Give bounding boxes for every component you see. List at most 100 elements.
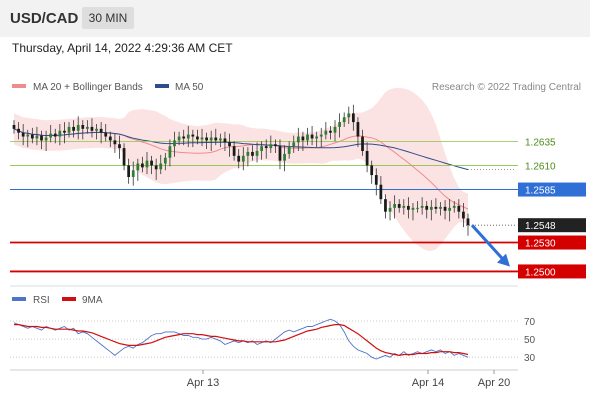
level-label-1.2530: 1.2530 (525, 239, 556, 250)
candle (186, 134, 190, 139)
candle (333, 126, 337, 133)
candle (228, 142, 231, 147)
candle (127, 165, 131, 178)
candle (255, 150, 259, 156)
candle (145, 160, 149, 168)
candle (264, 146, 268, 149)
candle (113, 140, 117, 145)
ma50-legend-swatch (155, 84, 169, 88)
x-tick-label: Apr 14 (412, 377, 444, 389)
candle (429, 206, 433, 210)
candle (466, 218, 470, 226)
level-label-1.2548: 1.2548 (525, 221, 556, 232)
candle (200, 137, 204, 140)
candle (122, 148, 126, 166)
candle (246, 151, 250, 156)
candle (278, 146, 282, 161)
candle (329, 130, 332, 133)
candle (287, 146, 291, 154)
candle (12, 124, 16, 129)
candle (356, 122, 360, 137)
rsi-tick-70: 70 (524, 317, 536, 328)
forecast-arrowhead (497, 253, 510, 267)
candle (306, 134, 309, 141)
9ma-line (14, 324, 469, 357)
candle (241, 155, 245, 162)
rsi-tick-30: 30 (524, 353, 536, 364)
candle (416, 207, 419, 209)
candle (402, 205, 406, 208)
candle (310, 134, 314, 139)
candle (141, 163, 144, 168)
price-plot: 1.2635 1.2610 1.2585 1.2548 1.2530 1.2500 (10, 87, 586, 279)
candle (365, 150, 369, 166)
candle (452, 205, 456, 208)
candle (292, 142, 296, 147)
candle (296, 136, 300, 143)
candle (159, 163, 163, 170)
candle (351, 113, 355, 123)
candle (131, 170, 135, 178)
rsi-legend-swatch (12, 297, 26, 301)
candle (81, 124, 85, 129)
ma50-legend-label: MA 50 (175, 82, 204, 93)
candle (361, 136, 364, 151)
candle (283, 153, 286, 161)
level-label-bg-1.2548 (518, 218, 586, 233)
candle (209, 137, 213, 141)
candle (95, 128, 98, 131)
candle (420, 205, 424, 208)
rsi-legend-label: RSI (33, 295, 50, 306)
candle (49, 133, 53, 138)
candle (324, 130, 328, 135)
rsi-tick-50: 50 (524, 335, 536, 346)
top-bar: USD/CAD 30 MIN (0, 0, 590, 37)
candle (347, 113, 351, 118)
candle (218, 138, 222, 141)
candle (319, 134, 323, 137)
x-tick-label: Apr 20 (478, 377, 510, 389)
candle (40, 135, 43, 141)
candle (237, 155, 241, 162)
level-label-1.2500: 1.2500 (525, 267, 556, 278)
candle (301, 136, 305, 141)
candle (150, 160, 153, 166)
candle (53, 133, 57, 137)
candle (118, 144, 121, 149)
candle (223, 138, 227, 143)
candle (251, 151, 254, 156)
candle (44, 137, 48, 141)
forecast-arrow (470, 224, 508, 264)
candle (443, 206, 447, 211)
level-label-bg-1.2585 (518, 182, 586, 197)
candle (448, 207, 452, 211)
candle (99, 128, 103, 133)
candle (168, 146, 172, 158)
level-label-bg-1.2530 (518, 235, 586, 250)
candle (384, 199, 387, 212)
candle (274, 144, 277, 147)
candle (269, 144, 273, 149)
timeframe-button[interactable]: 30 MIN (82, 7, 134, 29)
candle (163, 157, 167, 164)
candle (76, 124, 80, 131)
candle (104, 132, 108, 137)
candle (90, 126, 94, 131)
ma50-line (13, 128, 469, 171)
candle (182, 136, 186, 139)
bollinger-band (14, 87, 468, 252)
credit-text: Research © 2022 Trading Central (432, 82, 581, 93)
candle (374, 175, 378, 185)
candle (17, 128, 20, 133)
candle (26, 134, 30, 137)
candle (407, 205, 410, 210)
candle (214, 137, 218, 141)
candle (434, 206, 438, 209)
level-label-1.2610: 1.2610 (525, 161, 556, 172)
rsi-line (13, 318, 469, 360)
candle (205, 137, 208, 141)
candle (177, 136, 181, 141)
candle (58, 130, 62, 137)
chart-datetime: Thursday, April 14, 2022 4:29:36 AM CET (12, 41, 233, 55)
candle (232, 146, 236, 156)
